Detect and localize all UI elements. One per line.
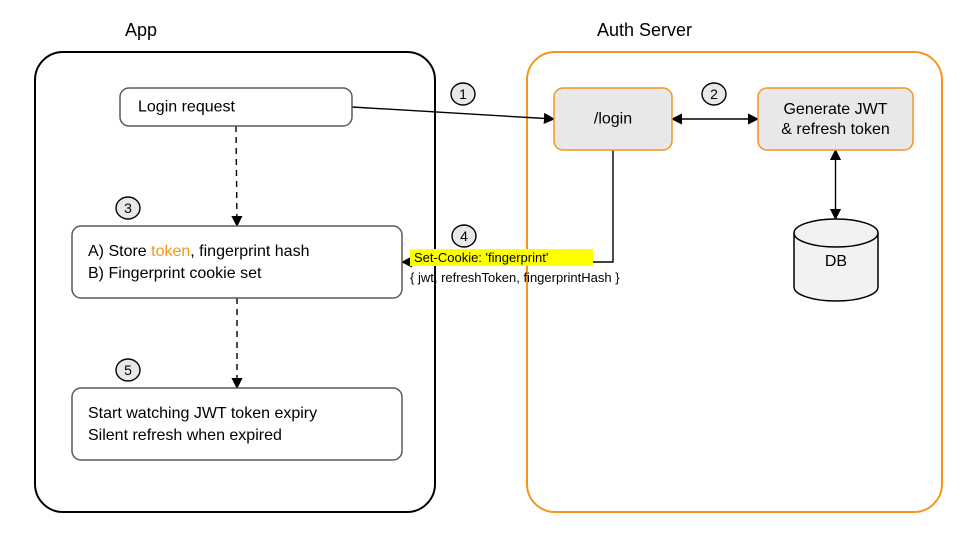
- node-store-token: A) Store token, fingerprint hash B) Finge…: [72, 226, 402, 298]
- step-1: 1: [451, 83, 475, 105]
- annotation-payload: { jwt, refreshToken, fingerprintHash }: [410, 270, 620, 285]
- node-db: DB: [794, 219, 878, 301]
- svg-text:5: 5: [124, 362, 132, 378]
- step-3: 3: [116, 197, 140, 219]
- step-4: 4: [452, 225, 476, 247]
- edge-e3_vert: [236, 126, 237, 226]
- edge-e1: [352, 107, 554, 119]
- svg-text:3: 3: [124, 200, 132, 216]
- svg-text:DB: DB: [825, 253, 847, 270]
- svg-text:App: App: [125, 20, 157, 40]
- svg-text:& refresh token: & refresh token: [781, 121, 890, 138]
- node-generate-jwt: Generate JWT & refresh token: [758, 88, 913, 150]
- svg-text:Auth Server: Auth Server: [597, 20, 692, 40]
- svg-text:Login request: Login request: [138, 99, 236, 116]
- svg-text:A) Store token, fingerprint ha: A) Store token, fingerprint hash: [88, 243, 309, 260]
- node-login-request: Login request: [120, 88, 352, 126]
- svg-text:4: 4: [460, 228, 468, 244]
- svg-text:Generate JWT: Generate JWT: [783, 101, 887, 118]
- svg-text:1: 1: [459, 86, 467, 102]
- svg-text:Start watching JWT token expir: Start watching JWT token expiry: [88, 405, 317, 422]
- edge-e4: [402, 150, 613, 262]
- step-5: 5: [116, 359, 140, 381]
- svg-text:/login: /login: [594, 111, 632, 128]
- step-2: 2: [702, 83, 726, 105]
- node-login-endpoint: /login: [554, 88, 672, 150]
- annotation-set-cookie: Set-Cookie: 'fingerprint': [414, 250, 548, 265]
- node-start-watching: Start watching JWT token expiry Silent re…: [72, 388, 402, 460]
- svg-text:Silent refresh when expired: Silent refresh when expired: [88, 427, 282, 444]
- svg-text:B) Fingerprint cookie set: B) Fingerprint cookie set: [88, 265, 262, 282]
- svg-text:2: 2: [710, 86, 718, 102]
